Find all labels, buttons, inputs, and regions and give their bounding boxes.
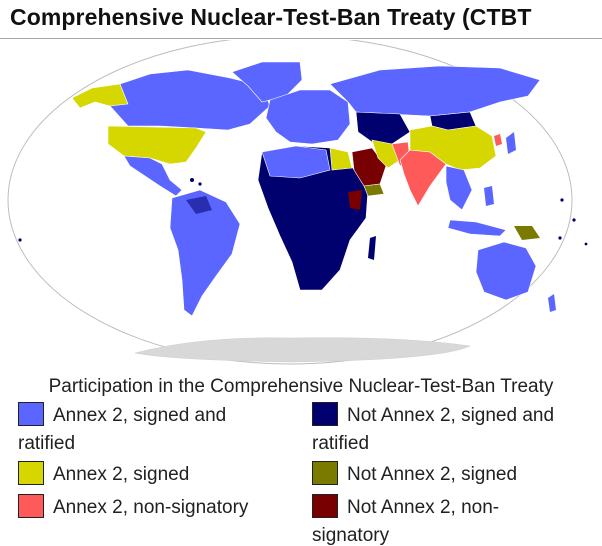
legend-item: Annex 2, non-signatory xyxy=(18,494,280,522)
region-canada xyxy=(109,69,271,131)
page-title: Comprehensive Nuclear-Test-Ban Treaty (C… xyxy=(10,4,532,30)
legend-item: Not Annex 2, non-signatory xyxy=(312,494,542,546)
region-south-america xyxy=(169,189,241,317)
region-pacific-island-4 xyxy=(18,238,22,242)
legend-swatch xyxy=(18,494,44,518)
legend-item: Annex 2, signed and ratified xyxy=(18,402,280,458)
region-new-zealand xyxy=(548,294,556,312)
region-pacific-island-3 xyxy=(558,236,562,240)
legend-swatch xyxy=(18,402,44,426)
legend-swatch xyxy=(312,402,338,426)
legend-label: Not Annex 2, signed and ratified xyxy=(312,405,555,454)
legend-caption: Participation in the Comprehensive Nucle… xyxy=(48,376,554,397)
legend-item: Not Annex 2, signed and ratified xyxy=(312,402,592,458)
region-somalia xyxy=(348,190,362,210)
region-madagascar xyxy=(368,236,376,260)
legend-swatch xyxy=(312,494,338,518)
region-japan xyxy=(506,132,516,154)
region-north-africa xyxy=(261,145,331,179)
legend-item: Annex 2, signed xyxy=(18,461,280,489)
region-indonesia xyxy=(447,219,507,237)
region-australia xyxy=(475,241,537,301)
legend-label: Annex 2, signed and ratified xyxy=(18,405,227,454)
legend-item: Not Annex 2, signed xyxy=(312,461,592,489)
region-united-states xyxy=(107,125,207,165)
legend-label: Not Annex 2, signed xyxy=(347,464,518,485)
region-europe xyxy=(265,89,351,145)
legend-swatch xyxy=(18,461,44,485)
region-pacific-island-5 xyxy=(584,242,588,246)
region-greenland xyxy=(231,61,303,103)
region-north-korea xyxy=(494,134,502,146)
legend-label: Annex 2, signed xyxy=(53,464,190,485)
region-yemen xyxy=(363,183,385,197)
region-mexico xyxy=(123,155,183,197)
region-southeast-asia xyxy=(445,165,473,211)
region-pacific-islands xyxy=(560,198,564,202)
region-pacific-island-2 xyxy=(572,218,576,222)
world-map[interactable] xyxy=(0,40,602,366)
legend-swatch xyxy=(312,461,338,485)
region-south-america-north xyxy=(186,196,212,214)
legend-label: Annex 2, non-signatory xyxy=(53,497,249,518)
region-china xyxy=(409,125,497,171)
region-papua-new-guinea xyxy=(514,226,540,240)
region-caribbean-2 xyxy=(198,182,202,186)
region-philippines xyxy=(484,186,494,206)
title-divider xyxy=(0,38,602,39)
region-egypt xyxy=(329,147,353,171)
region-caribbean xyxy=(190,178,194,182)
region-antarctica xyxy=(134,337,471,363)
legend-label: Not Annex 2, non-signatory xyxy=(312,497,500,546)
